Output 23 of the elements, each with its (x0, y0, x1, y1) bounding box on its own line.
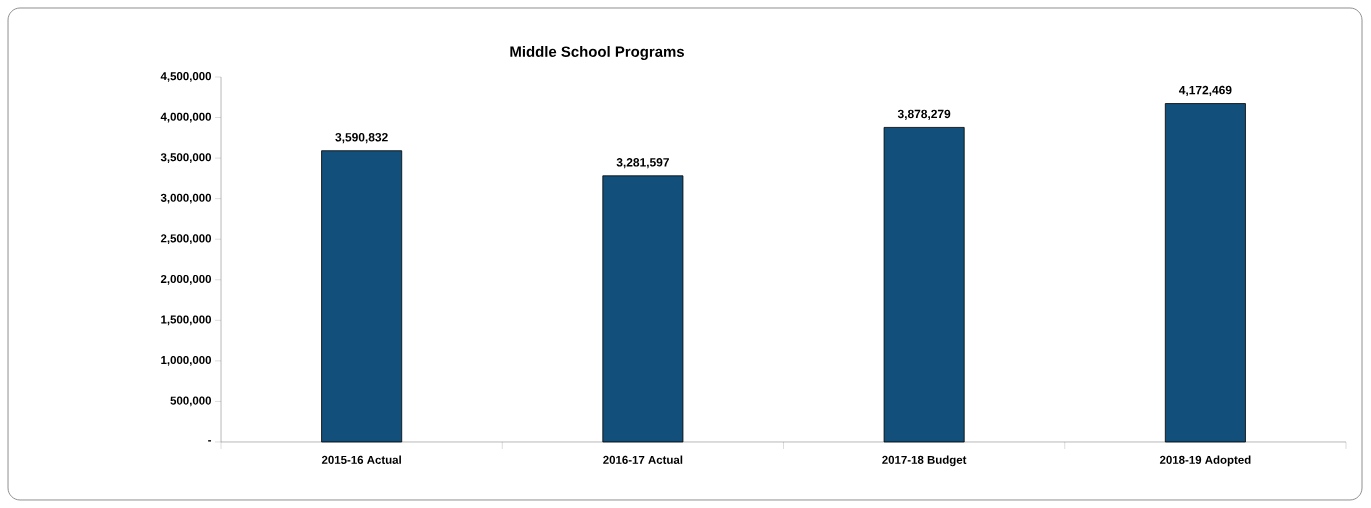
data-label: 4,172,469 (1178, 85, 1232, 97)
y-tick-label: 500,000 (170, 396, 212, 407)
y-tick-label: 2,000,000 (160, 274, 212, 285)
bar (1164, 103, 1246, 443)
y-tick-label: 1,000,000 (161, 355, 212, 366)
bar (883, 127, 965, 443)
x-tick-label: 2018-19 Adopted (1159, 455, 1251, 467)
x-tick-label: 2015-16 Actual (321, 455, 401, 464)
y-tick-label: 4,500,000 (160, 72, 212, 82)
y-tick-label: 3,500,000 (160, 153, 212, 163)
y-tick-label: 1,500,000 (161, 315, 212, 326)
chart-title: Middle School Programs (510, 45, 684, 60)
bar (602, 175, 684, 443)
data-label: 3,281,597 (616, 158, 669, 169)
y-tick-label: 2,500,000 (160, 234, 212, 245)
data-label: 3,590,832 (335, 133, 388, 144)
y-tick-label: - (208, 440, 212, 442)
y-tick-label: 3,000,000 (160, 193, 212, 204)
bar (321, 150, 403, 443)
x-tick-label: 2017-18 Budget (882, 455, 967, 467)
y-tick-label: 4,000,000 (160, 112, 212, 123)
data-label: 3,878,279 (897, 109, 951, 120)
x-tick-label: 2016-17 Actual (603, 455, 683, 464)
